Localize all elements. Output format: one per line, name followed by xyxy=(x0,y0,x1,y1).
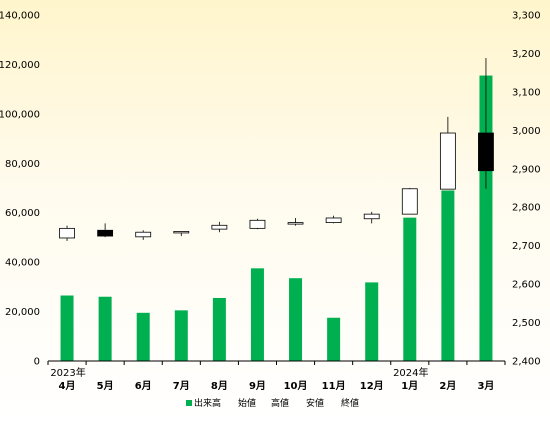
legend-item-label: 始値 xyxy=(238,397,256,409)
volume-bar xyxy=(441,190,455,361)
x-axis-category-label: 8月 xyxy=(211,380,228,392)
x-axis-category-label: 9月 xyxy=(249,380,266,392)
legend-item-label: 安値 xyxy=(306,397,324,409)
volume-bar xyxy=(327,317,341,361)
right-axis-tick-label: 3,200 xyxy=(512,49,541,60)
right-axis-tick-label: 2,700 xyxy=(512,241,541,252)
left-axis-tick-label: 140,000 xyxy=(0,11,40,22)
candle-body xyxy=(135,231,152,238)
left-axis-tick-label: 20,000 xyxy=(5,307,40,318)
legend-item-label: 出来高 xyxy=(194,397,221,409)
candle-body xyxy=(249,219,266,229)
year-label: 2024年 xyxy=(393,366,428,379)
year-label: 2023年 xyxy=(50,366,85,379)
volume-bar xyxy=(174,310,188,361)
candle-body xyxy=(173,231,190,234)
legend-item-label: 終値 xyxy=(341,397,359,409)
volume-bar xyxy=(136,312,150,361)
volume-bar xyxy=(365,282,379,361)
candle-body xyxy=(97,229,114,237)
left-axis-tick-label: 40,000 xyxy=(5,258,40,269)
volume-bar xyxy=(250,268,264,361)
x-axis-category-label: 7月 xyxy=(173,380,190,392)
x-axis-category-label: 4月 xyxy=(59,380,76,392)
right-axis-tick-label: 2,600 xyxy=(512,280,541,291)
candle-body xyxy=(325,217,342,223)
legend-swatch-volume xyxy=(186,400,192,406)
x-axis-category-label: 5月 xyxy=(97,380,114,392)
x-axis-category-label: 1月 xyxy=(401,380,418,392)
x-axis-category-label: 10月 xyxy=(284,380,308,392)
volume-bar xyxy=(212,297,226,361)
candle-body xyxy=(401,188,418,215)
left-axis-tick-label: 80,000 xyxy=(5,159,40,170)
candle-body xyxy=(439,132,456,190)
left-axis-tick-label: 0 xyxy=(34,357,40,368)
right-axis-tick-label: 2,800 xyxy=(512,203,541,214)
right-axis-tick-label: 3,100 xyxy=(512,87,541,98)
candle-body xyxy=(59,227,75,239)
right-axis-tick-label: 3,300 xyxy=(512,11,541,22)
left-axis-tick-label: 60,000 xyxy=(5,208,40,219)
right-axis-tick-label: 2,400 xyxy=(512,357,541,368)
volume-bar xyxy=(98,296,112,361)
x-axis-category-label: 2月 xyxy=(439,380,456,392)
right-axis-tick-label: 2,500 xyxy=(512,318,541,329)
x-axis-category-label: 12月 xyxy=(360,380,384,392)
volume-bar xyxy=(289,278,303,361)
volume-bar xyxy=(60,295,74,361)
candle-body xyxy=(287,222,304,225)
candle-body xyxy=(363,213,380,220)
right-axis-tick-label: 3,000 xyxy=(512,126,541,137)
candle-body xyxy=(211,224,228,230)
legend-item-label: 高値 xyxy=(271,397,289,409)
x-axis-category-label: 3月 xyxy=(477,380,494,392)
candle-body xyxy=(478,132,494,172)
x-axis-category-label: 11月 xyxy=(322,380,346,392)
left-axis-tick-label: 120,000 xyxy=(0,60,40,71)
x-axis-category-label: 6月 xyxy=(135,380,152,392)
right-axis-tick-label: 2,900 xyxy=(512,164,541,175)
left-axis-tick-label: 100,000 xyxy=(0,109,40,120)
volume-bar xyxy=(403,217,417,361)
